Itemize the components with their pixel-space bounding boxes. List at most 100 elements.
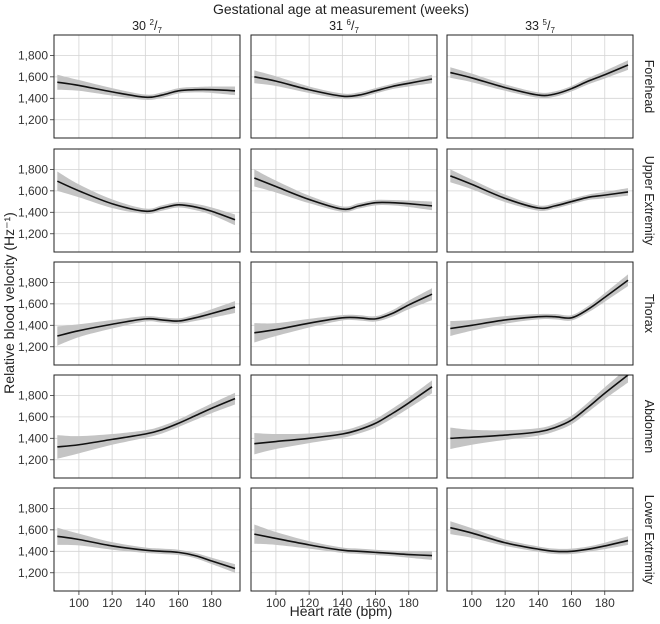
panel-1-4: [53, 374, 241, 479]
confidence-band: [450, 274, 629, 337]
fitted-line: [254, 177, 433, 211]
column-label: 33 5/7: [525, 18, 555, 35]
column-label: 31 6/7: [329, 18, 359, 35]
column-label-slash: /: [547, 19, 551, 33]
column-label-whole: 31: [329, 19, 346, 33]
y-tick-label: 1,800: [18, 275, 48, 289]
column-label: 30 2/7: [132, 18, 162, 35]
row-label: Forehead: [642, 60, 656, 114]
x-tick-label: 140: [135, 596, 155, 610]
y-tick-label: 1,800: [18, 501, 48, 515]
panel-border: [53, 148, 241, 253]
panel-background: [53, 374, 241, 479]
column-strip-labels: 30 2/7 31 6/7 33 5/7: [132, 18, 555, 35]
fitted-line: [450, 64, 629, 97]
panel-border: [250, 261, 438, 366]
fitted-line: [56, 180, 236, 221]
y-tick-label: 1,400: [18, 431, 48, 445]
y-axis: 1,200 1,400 1,600 1,800 1,200 1,400 1,600 1,800…: [18, 48, 54, 580]
panel-2-1: [250, 34, 438, 139]
panel-3-5: [446, 487, 634, 592]
row-label: Abdomen: [642, 400, 656, 454]
panel-border: [53, 261, 241, 366]
row-label: Thorax: [642, 294, 656, 334]
confidence-band: [450, 375, 629, 450]
column-label-denominator: 7: [354, 26, 359, 35]
y-tick-label: 1,600: [18, 297, 48, 311]
panel-3-3: [446, 261, 634, 366]
y-tick-label: 1,800: [18, 162, 48, 176]
column-label-slash: /: [154, 19, 158, 33]
x-tick-label: 140: [332, 596, 352, 610]
x-tick-label: 140: [528, 596, 548, 610]
fitted-line: [450, 526, 629, 553]
panel-background: [250, 374, 438, 479]
fitted-line: [57, 397, 236, 448]
column-label-slash: /: [351, 19, 355, 33]
y-tick-label: 1,200: [18, 113, 48, 127]
panel-background: [446, 487, 634, 592]
panel-background: [446, 148, 634, 253]
confidence-band: [254, 288, 433, 343]
confidence-band: [254, 169, 433, 212]
panel-border: [250, 487, 438, 592]
panel-2-5: [250, 487, 438, 592]
confidence-band: [450, 169, 629, 211]
confidence-band: [254, 380, 433, 455]
x-tick-label: 160: [562, 596, 582, 610]
y-tick-label: 1,200: [18, 566, 48, 580]
confidence-band: [57, 171, 236, 226]
panel-3-2: [446, 148, 634, 253]
panel-1-5: [53, 487, 241, 592]
x-tick-label: 100: [462, 596, 482, 610]
panel-2-4: [250, 374, 438, 479]
column-label-numerator: 5: [543, 18, 548, 27]
x-tick-label: 160: [366, 596, 386, 610]
x-tick-label: 100: [266, 596, 286, 610]
column-label-whole: 33: [525, 19, 542, 33]
fitted-line: [57, 306, 236, 337]
panel-border: [53, 487, 241, 592]
row-label: Lower Extremity: [642, 495, 656, 585]
fitted-line: [450, 375, 629, 440]
chart-title: Gestational age at measurement (weeks): [213, 1, 469, 17]
panel-border: [53, 34, 241, 139]
y-axis-title: Relative blood velocity (Hz⁻¹): [1, 212, 17, 394]
confidence-band: [57, 74, 236, 100]
y-tick-label: 1,200: [18, 453, 48, 467]
panel-border: [446, 487, 634, 592]
panel-border: [446, 261, 634, 366]
y-tick-label: 1,600: [18, 410, 48, 424]
x-axis-title: Heart rate (bpm): [290, 603, 393, 619]
y-tick-label: 1,800: [18, 48, 48, 62]
panel-border: [53, 374, 241, 479]
panel-1-3: [53, 261, 241, 366]
y-tick-label: 1,200: [18, 340, 48, 354]
column-label-numerator: 6: [347, 18, 352, 27]
fitted-line: [450, 279, 629, 330]
y-tick-label: 1,400: [18, 91, 48, 105]
panel-border: [250, 148, 438, 253]
column-label-denominator: 7: [550, 26, 555, 35]
panel-2-3: [250, 261, 438, 366]
y-tick-label: 1,600: [18, 523, 48, 537]
fitted-line: [57, 81, 236, 99]
column-label-whole: 30: [132, 19, 149, 33]
panel-grid: [53, 34, 634, 592]
y-tick-label: 1,400: [18, 318, 48, 332]
x-tick-label: 100: [69, 596, 89, 610]
y-tick-label: 1,800: [18, 388, 48, 402]
x-tick-label: 160: [169, 596, 189, 610]
panel-border: [446, 34, 634, 139]
column-label-numerator: 2: [150, 18, 155, 27]
panel-border: [446, 374, 634, 479]
fitted-line: [254, 293, 433, 334]
fitted-line: [254, 76, 433, 98]
fitted-line: [254, 386, 433, 445]
x-tick-label: 120: [495, 596, 515, 610]
y-tick-label: 1,200: [18, 227, 48, 241]
x-axis: 100 120 140 160 180 100 120 140 160 180 100 120 140 1…: [69, 591, 615, 610]
panel-3-4: [446, 374, 634, 479]
panel-border: [250, 34, 438, 139]
